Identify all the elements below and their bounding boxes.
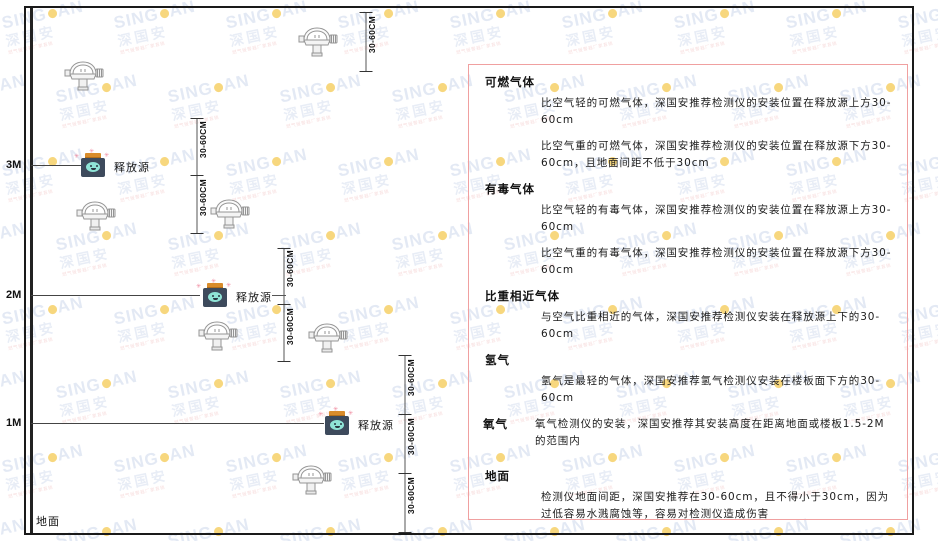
section-similar-density-gas: 比重相近气体 与空气比重相近的气体，深国安推荐检测仪安装在释放源上下的30-60… bbox=[483, 288, 893, 343]
section-combustible-gas: 可燃气体 比空气轻的可燃气体，深国安推荐检测仪的安装位置在释放源上方30-60c… bbox=[483, 74, 893, 172]
dimension-label: 30-60CM bbox=[406, 359, 416, 397]
section-hydrogen: 氢气 氢气是最轻的气体，深国安推荐氢气检测仪安装在楼板面下方的30-60cm bbox=[483, 352, 893, 407]
section-heading: 地面 bbox=[485, 469, 510, 483]
gas-release-source-icon: ✳ ✳ ✳ bbox=[196, 279, 231, 308]
dimension-label: 30-60CM bbox=[367, 16, 377, 54]
section-heading: 可燃气体 bbox=[485, 75, 535, 89]
section-paragraph: 比空气轻的有毒气体，深国安推荐检测仪的安装位置在释放源上方30-60cm bbox=[541, 204, 892, 233]
gas-detector-icon bbox=[208, 196, 252, 230]
gas-release-source-icon: ✳ ✳ ✳ bbox=[318, 407, 353, 436]
ground-line bbox=[31, 533, 911, 535]
scale-label-1m: 1M bbox=[6, 417, 22, 429]
dimension-label: 30-60CM bbox=[285, 308, 295, 346]
level-line-2m bbox=[31, 295, 200, 296]
level-line-3m bbox=[31, 165, 93, 166]
dimension-label: 30-60CM bbox=[198, 121, 208, 159]
section-paragraph: 氢气是最轻的气体，深国安推荐氢气检测仪安装在楼板面下方的30-60cm bbox=[541, 375, 881, 404]
section-oxygen: 氧气 氧气检测仪的安装，深国安推荐其安装高度在距离地面或楼板1.5-2M的范围内 bbox=[483, 416, 893, 450]
gas-detector-icon bbox=[306, 320, 350, 354]
section-ground: 地面 检测仪地面间距，深国安推荐在30-60cm，且不得小于30cm，因为过低容… bbox=[483, 468, 893, 523]
section-heading: 有毒气体 bbox=[485, 182, 535, 196]
gas-release-source-icon: ✳ ✳ ✳ bbox=[74, 149, 109, 178]
installation-guidelines-panel: 可燃气体 比空气轻的可燃气体，深国安推荐检测仪的安装位置在释放源上方30-60c… bbox=[468, 64, 908, 520]
source-leader-line bbox=[272, 295, 286, 296]
vertical-axis bbox=[30, 8, 33, 533]
section-heading: 氢气 bbox=[485, 353, 510, 367]
dimension-label: 30-60CM bbox=[406, 477, 416, 515]
dimension-column-middle: 30-60CM 30-60CM bbox=[276, 248, 295, 362]
gas-detector-icon bbox=[196, 318, 240, 352]
dimension-column-right: 30-60CM 30-60CM 30-60CM bbox=[397, 355, 416, 533]
section-paragraph: 氧气检测仪的安装，深国安推荐其安装高度在距离地面或楼板1.5-2M的范围内 bbox=[535, 418, 885, 447]
dimension-column-left: 30-60CM 30-60CM bbox=[189, 118, 208, 234]
dimension-label: 30-60CM bbox=[285, 250, 295, 288]
section-paragraph: 比空气重的有毒气体，深国安推荐检测仪的安装位置在释放源下方30-60cm bbox=[541, 247, 892, 276]
level-line-1m bbox=[31, 423, 324, 424]
gas-detector-icon bbox=[62, 58, 106, 92]
gas-detector-icon bbox=[290, 462, 334, 496]
section-paragraph: 比空气重的可燃气体，深国安推荐检测仪的安装位置在释放源下方30-60cm，且地面… bbox=[541, 140, 892, 169]
gas-detector-icon bbox=[74, 198, 118, 232]
gas-detector-icon bbox=[296, 24, 340, 58]
source-label: 释放源 bbox=[114, 161, 150, 174]
source-label: 释放源 bbox=[236, 291, 272, 304]
section-heading: 比重相近气体 bbox=[485, 289, 560, 303]
section-toxic-gas: 有毒气体 比空气轻的有毒气体，深国安推荐检测仪的安装位置在释放源上方30-60c… bbox=[483, 181, 893, 279]
dimension-column-top: 30-60CM bbox=[358, 12, 377, 72]
dimension-label: 30-60CM bbox=[406, 418, 416, 456]
section-paragraph: 检测仪地面间距，深国安推荐在30-60cm，且不得小于30cm，因为过低容易水溅… bbox=[541, 491, 889, 520]
scale-label-2m: 2M bbox=[6, 289, 22, 301]
dimension-label: 30-60CM bbox=[198, 179, 208, 217]
ground-label: 地面 bbox=[36, 515, 60, 528]
section-heading: 氧气 bbox=[483, 417, 508, 431]
section-paragraph: 与空气比重相近的气体，深国安推荐检测仪安装在释放源上下的30-60cm bbox=[541, 311, 881, 340]
scale-label-3m: 3M bbox=[6, 159, 22, 171]
section-paragraph: 比空气轻的可燃气体，深国安推荐检测仪的安装位置在释放源上方30-60cm bbox=[541, 97, 892, 126]
source-label: 释放源 bbox=[358, 419, 394, 432]
